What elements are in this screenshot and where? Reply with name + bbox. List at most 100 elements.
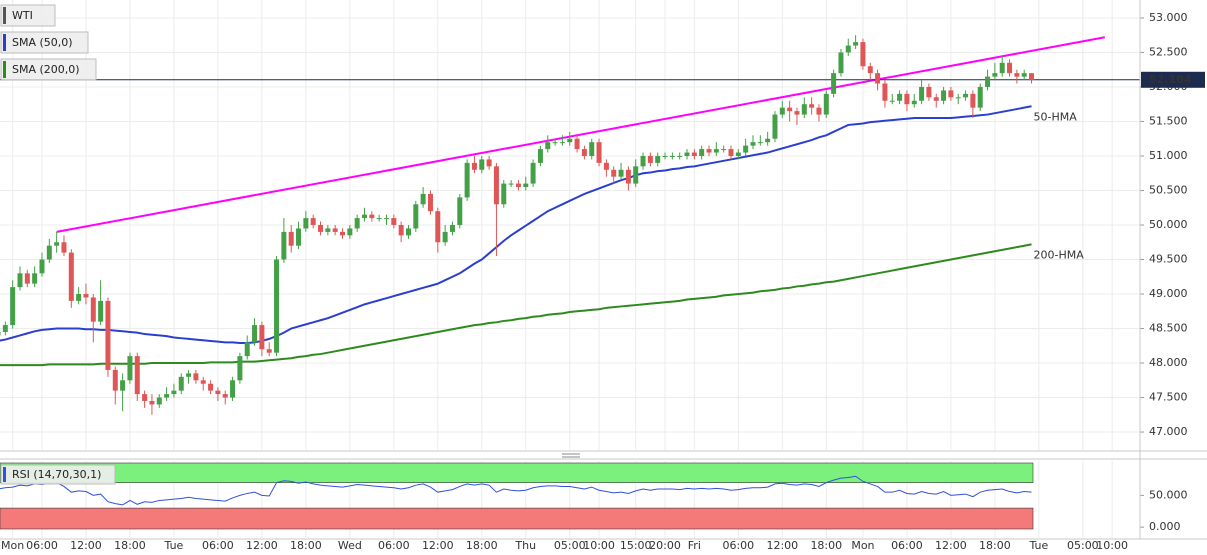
candle-body <box>831 73 837 94</box>
candle-body <box>684 152 690 156</box>
legend-label: SMA (50,0) <box>12 36 73 49</box>
candle-body <box>933 97 939 101</box>
y-tick-label: 0.000 <box>1149 520 1181 533</box>
candle-body <box>318 225 324 232</box>
candle-body <box>200 380 206 384</box>
candle-body <box>178 376 184 391</box>
candle-body <box>662 155 668 157</box>
x-tick-label: 06:00 <box>378 539 410 552</box>
candle-body <box>296 228 302 246</box>
candle-body <box>383 218 389 220</box>
candle-body <box>581 149 587 156</box>
candle-body <box>677 155 683 157</box>
x-tick-label: 05:00 <box>1067 539 1099 552</box>
candle-body <box>230 380 236 398</box>
x-tick-label: 18:00 <box>810 539 842 552</box>
candle-body <box>288 231 294 246</box>
y-tick-label: 48.500 <box>1149 322 1188 335</box>
candle-body <box>545 142 551 150</box>
last-price-box <box>1141 71 1205 88</box>
legend-swatch <box>3 467 6 482</box>
y-tick-label: 51.000 <box>1149 149 1188 162</box>
x-tick-label: 18:00 <box>979 539 1011 552</box>
candle-body <box>149 400 155 405</box>
candle-body <box>574 138 580 150</box>
candle-body <box>303 218 309 229</box>
candle-body <box>413 204 419 229</box>
candle-body <box>405 228 411 236</box>
candle-body <box>559 142 565 144</box>
candle-body <box>120 380 126 391</box>
candle-body <box>809 104 815 108</box>
candle-body <box>941 90 947 101</box>
candle-body <box>281 231 287 260</box>
candle-body <box>354 218 360 229</box>
annotation: 50-HMA <box>1034 110 1078 123</box>
legend-box[interactable] <box>0 31 89 54</box>
candle-body <box>134 356 140 395</box>
candle-body <box>589 142 595 156</box>
candle-body <box>274 259 280 353</box>
legend-label: RSI (14,70,30,1) <box>12 468 101 481</box>
y-tick-label: 53.000 <box>1149 11 1188 24</box>
candle-body <box>208 383 214 391</box>
y-tick-label: 49.000 <box>1149 287 1188 300</box>
candle-body <box>860 42 866 67</box>
x-tick-label: Fri <box>688 539 701 552</box>
candle-body <box>501 183 507 205</box>
candle-body <box>823 93 829 115</box>
annotation: 200-HMA <box>1034 248 1085 261</box>
candle-body <box>237 356 243 381</box>
y-tick-label: 51.500 <box>1149 114 1188 127</box>
legend-box[interactable] <box>0 4 56 27</box>
y-tick-label: 49.500 <box>1149 253 1188 266</box>
ma-line <box>0 243 1032 367</box>
x-tick-label: 18:00 <box>114 539 146 552</box>
candle-body <box>2 325 8 332</box>
candle-body <box>1029 73 1035 81</box>
rsi-panel <box>0 461 1113 538</box>
candle-body <box>985 76 991 87</box>
candle-body <box>1014 73 1020 77</box>
last-price-label: 52.104 <box>1149 73 1192 86</box>
candle-body <box>999 62 1005 74</box>
candle-body <box>105 300 111 370</box>
candle-body <box>17 273 23 288</box>
candle-body <box>391 218 397 225</box>
candle-body <box>479 159 485 170</box>
candle-body <box>845 45 851 53</box>
x-tick-label: 20:00 <box>649 539 681 552</box>
candle-body <box>801 104 807 115</box>
candle-body <box>853 42 859 46</box>
candle-body <box>420 193 426 205</box>
candle-body <box>655 155 661 163</box>
candle-body <box>618 169 624 177</box>
candle-body <box>897 93 903 101</box>
candle-body <box>970 93 976 108</box>
candle-body <box>24 273 30 284</box>
candle-body <box>112 369 118 391</box>
candle-body <box>32 273 38 284</box>
candle-body <box>669 155 675 157</box>
main-panel <box>0 0 1140 450</box>
legend: WTI SMA (50,0) SMA (200,0) RSI (14,70,30… <box>0 4 116 485</box>
x-tick-label: 12:00 <box>422 539 454 552</box>
candle-body <box>779 107 785 115</box>
y-tick-label: 50.000 <box>1149 488 1188 501</box>
y-tick-label: 50.500 <box>1149 183 1188 196</box>
candle-body <box>794 111 800 115</box>
candle-body <box>369 214 375 219</box>
candle-body <box>955 97 961 99</box>
candle-body <box>904 93 910 105</box>
x-tick-label: 05:00 <box>554 539 586 552</box>
candle-body <box>691 152 697 156</box>
candle-body <box>244 342 250 357</box>
legend-box[interactable] <box>0 58 97 81</box>
candle-body <box>222 394 228 398</box>
candle-body <box>98 300 104 322</box>
candle-body <box>640 155 646 167</box>
legend-box[interactable] <box>0 464 116 485</box>
candle-body <box>332 228 338 232</box>
